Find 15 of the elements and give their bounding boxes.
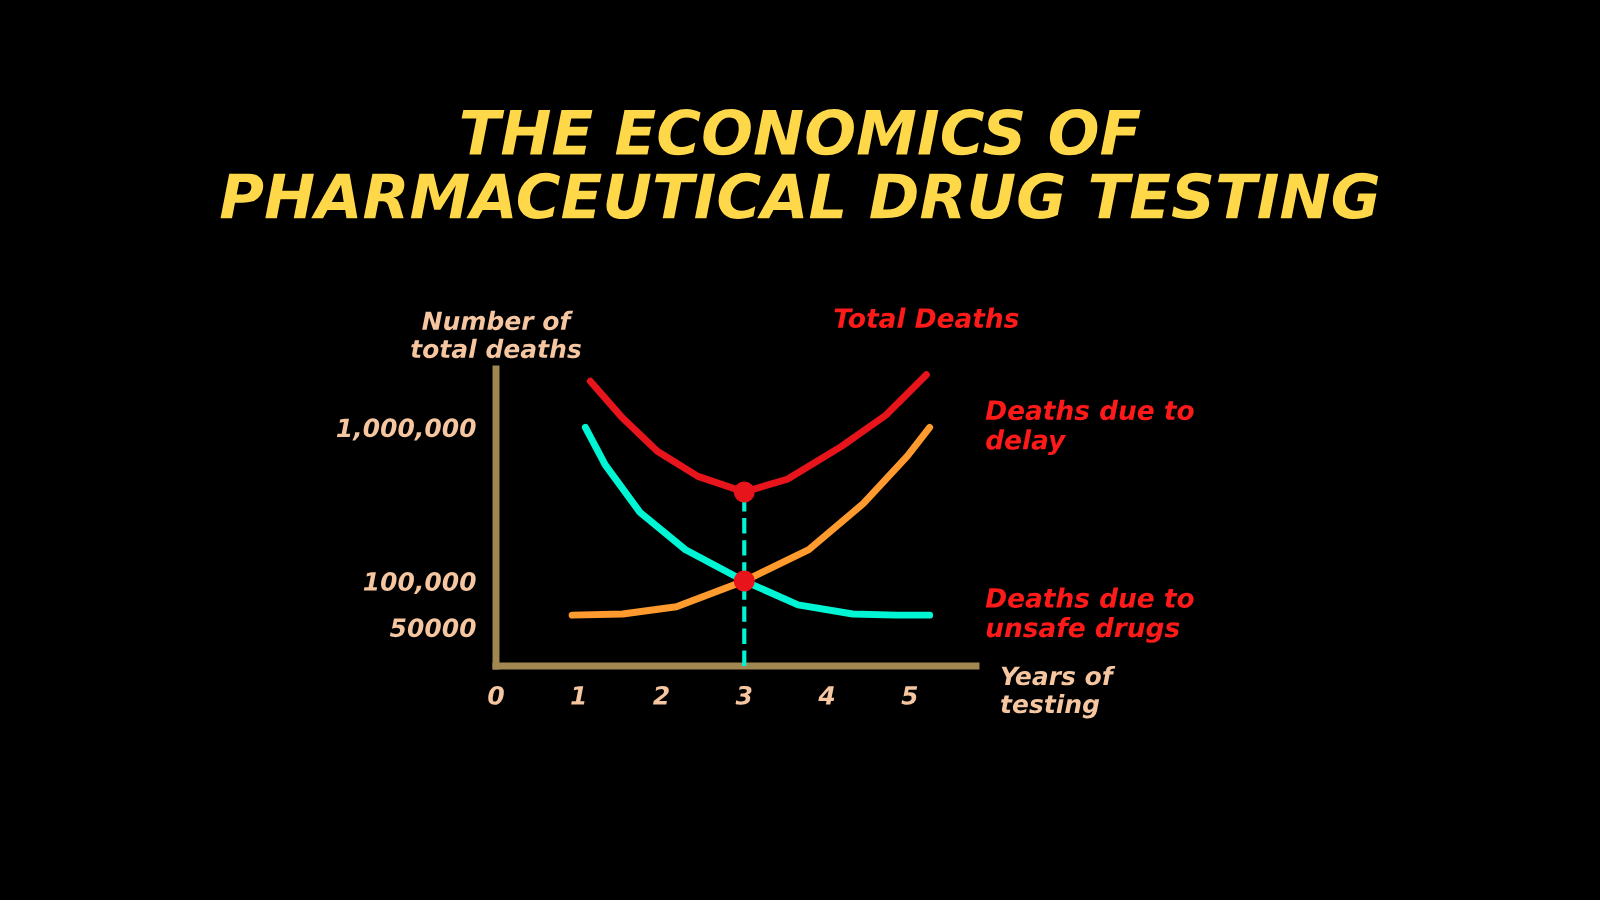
x-tick-label: 5: [901, 686, 918, 705]
x-tick-label: 2: [653, 685, 669, 705]
x-tick-label: 0: [488, 685, 504, 705]
x-tick-label: 3: [735, 685, 752, 705]
chart-title: THE ECONOMICS OF PHARMACEUTICAL DRUG TESTING: [220, 109, 1379, 220]
y-tick-label: 50000: [389, 618, 476, 638]
text: Deaths due to unsafe drugs: [985, 587, 1194, 643]
x-tick-label: 4: [818, 686, 835, 705]
y-tick-label: 1,000,000: [336, 418, 476, 441]
x-axis-title: Years of testing: [1001, 666, 1116, 719]
y-axis-title: Number of total deaths: [411, 310, 581, 359]
text: Deaths due to delay: [985, 399, 1194, 456]
x-tick-label: 1: [571, 686, 585, 705]
text: Total Deaths: [834, 307, 1019, 329]
y-tick-label: 100,000: [363, 572, 476, 595]
